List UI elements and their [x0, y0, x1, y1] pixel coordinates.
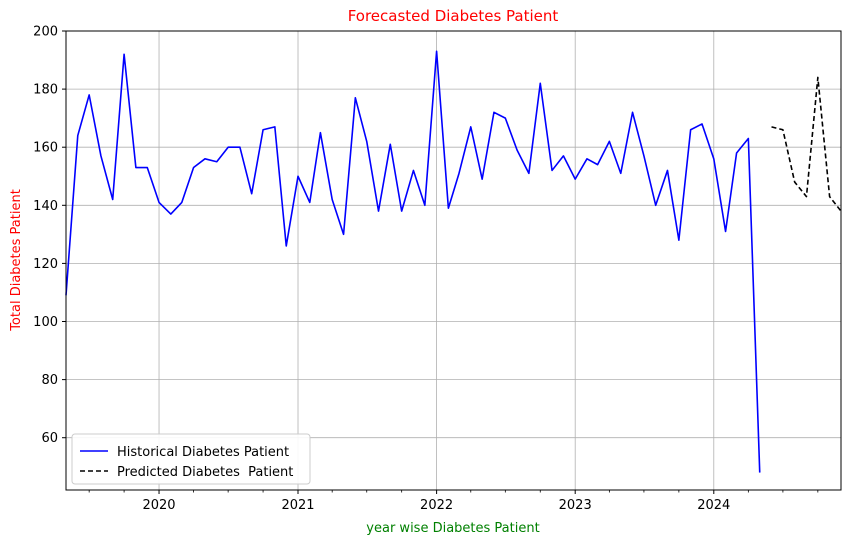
- x-tick-label: 2023: [559, 498, 592, 513]
- x-axis-label: year wise Diabetes Patient: [366, 521, 539, 536]
- y-tick-label: 140: [33, 199, 58, 214]
- predicted-series-line: [771, 76, 842, 212]
- y-tick-label: 180: [33, 83, 58, 98]
- legend-box: [71, 433, 311, 485]
- x-tick-label: 2021: [281, 498, 314, 513]
- x-tick-label: 2022: [420, 498, 453, 513]
- y-tick-label: 100: [33, 315, 58, 330]
- y-tick-label: 80: [41, 373, 58, 388]
- grid-lines: [66, 30, 841, 490]
- plot-frame: [65, 30, 842, 491]
- x-tick-label: 2020: [142, 498, 175, 513]
- series-lines: [65, 50, 842, 473]
- y-tick-label: 160: [33, 141, 58, 156]
- y-tick-label: 120: [33, 257, 58, 272]
- x-tick-label: 2024: [697, 498, 730, 513]
- chart-title: Forecasted Diabetes Patient: [348, 7, 559, 25]
- historical-series-line: [65, 50, 761, 473]
- legend: Historical Diabetes Patient Predicted Di…: [71, 433, 311, 485]
- y-axis-label: Total Diabetes Patient: [9, 189, 24, 332]
- y-tick-label: 200: [33, 25, 58, 40]
- y-tick-label: 60: [41, 431, 58, 446]
- axis-ticks: 60 80 100 120 140 160 180 200 2020 2021 2022 2023 20…: [33, 25, 819, 513]
- legend-label-predicted: Predicted Diabetes Patient: [117, 465, 293, 480]
- legend-label-historical: Historical Diabetes Patient: [117, 445, 289, 460]
